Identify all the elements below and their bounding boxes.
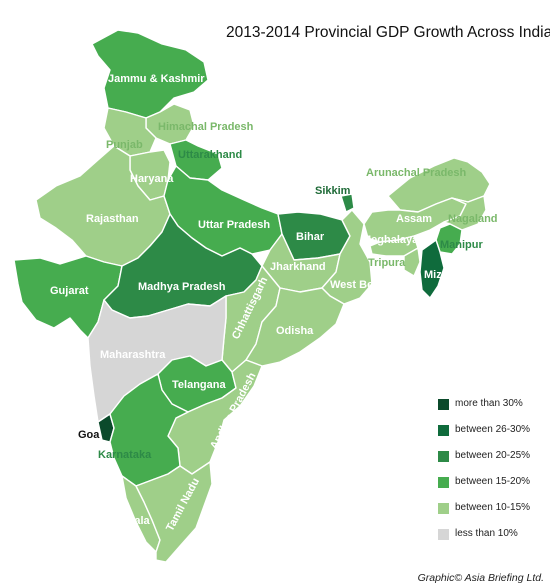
legend-item: between 26-30% xyxy=(438,424,548,450)
state-mizoram[interactable] xyxy=(419,239,445,299)
label-uttarakhand: Uttarakhand xyxy=(178,149,242,161)
state-jammu-kashmir[interactable] xyxy=(91,29,209,119)
legend: more than 30% between 26-30% between 20-… xyxy=(438,398,548,554)
legend-item: less than 10% xyxy=(438,528,548,554)
label-uttar-pradesh: Uttar Pradesh xyxy=(198,219,270,231)
legend-swatch xyxy=(438,451,449,462)
label-jammu-kashmir: Jammu & Kashmir xyxy=(108,73,205,85)
legend-label: between 20-25% xyxy=(455,450,531,461)
label-nagaland: Nagaland xyxy=(448,213,498,225)
label-goa: Goa xyxy=(78,429,100,441)
state-sikkim[interactable] xyxy=(340,193,355,213)
label-haryana: Haryana xyxy=(130,173,174,185)
legend-swatch xyxy=(438,477,449,488)
label-tripura: Tripura xyxy=(368,257,406,269)
label-west-bengal: West Bengal xyxy=(330,279,396,291)
legend-label: between 15-20% xyxy=(455,476,531,487)
label-rajasthan: Rajasthan xyxy=(86,213,139,225)
label-bihar: Bihar xyxy=(296,231,325,243)
label-himachal-pradesh: Himachal Pradesh xyxy=(158,121,254,133)
legend-label: more than 30% xyxy=(455,398,523,409)
legend-swatch xyxy=(438,503,449,514)
label-madhya-pradesh: Madhya Pradesh xyxy=(138,281,226,293)
label-mizoram: Mizoram xyxy=(424,269,469,281)
label-karnataka: Karnataka xyxy=(98,449,152,461)
state-karnataka[interactable] xyxy=(109,373,189,487)
label-manipur: Manipur xyxy=(440,239,483,251)
legend-item: between 10-15% xyxy=(438,502,548,528)
label-kerala: Kerala xyxy=(116,515,151,527)
legend-item: between 15-20% xyxy=(438,476,548,502)
state-tripura[interactable] xyxy=(403,247,421,277)
label-maharashtra: Maharashtra xyxy=(100,349,166,361)
legend-label: less than 10% xyxy=(455,528,518,539)
label-odisha: Odisha xyxy=(276,325,314,337)
state-odisha[interactable] xyxy=(245,287,345,367)
legend-label: between 10-15% xyxy=(455,502,531,513)
legend-swatch xyxy=(438,425,449,436)
label-telangana: Telangana xyxy=(172,379,226,391)
label-meghalaya: Meghalaya xyxy=(362,234,419,246)
legend-item: between 20-25% xyxy=(438,450,548,476)
legend-swatch xyxy=(438,529,449,540)
label-jharkhand: Jharkhand xyxy=(270,261,326,273)
legend-item: more than 30% xyxy=(438,398,548,424)
label-gujarat: Gujarat xyxy=(50,285,89,297)
legend-label: between 26-30% xyxy=(455,424,531,435)
label-arunachal-pradesh: Arunachal Pradesh xyxy=(366,167,467,179)
state-tamil-nadu[interactable] xyxy=(135,461,213,563)
map-title: 2013-2014 Provincial GDP Growth Across I… xyxy=(226,24,550,41)
legend-swatch xyxy=(438,399,449,410)
label-punjab: Punjab xyxy=(106,139,143,151)
credit-line: Graphic© Asia Briefing Ltd. xyxy=(417,572,544,584)
label-assam: Assam xyxy=(396,213,432,225)
state-punjab[interactable] xyxy=(103,107,157,157)
label-sikkim: Sikkim xyxy=(315,185,351,197)
